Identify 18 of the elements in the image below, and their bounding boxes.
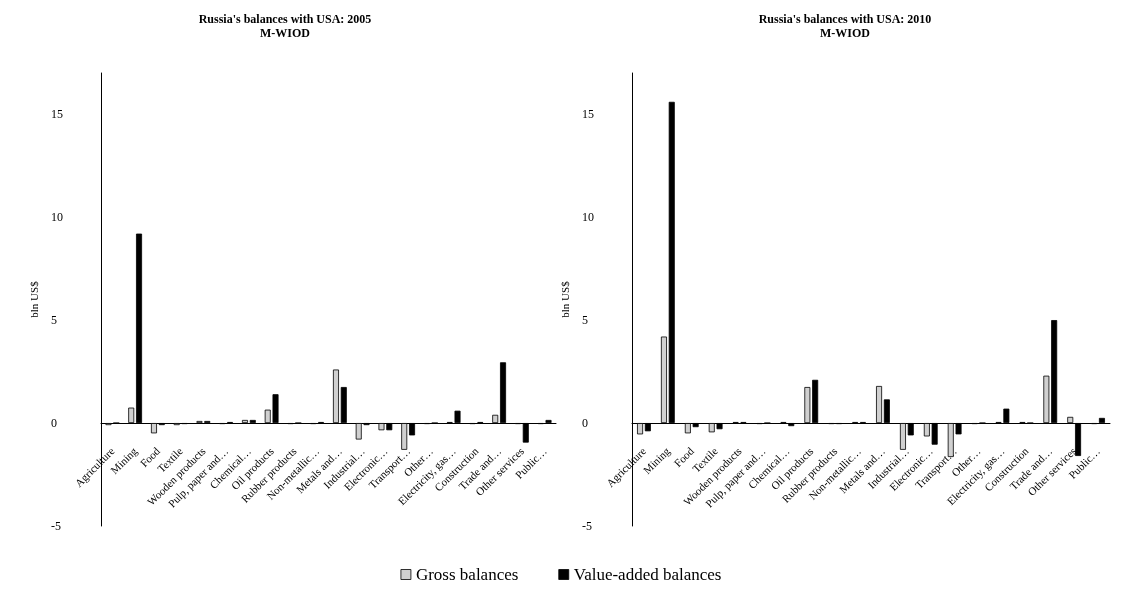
y-tick-label: 10 <box>582 210 594 225</box>
y-tick-label: 10 <box>51 210 63 225</box>
y-axis-title: bln US$ <box>558 280 571 318</box>
legend-label: Value-added balances <box>573 565 722 584</box>
y-tick-label: 0 <box>582 416 588 431</box>
y-tick-label: 15 <box>582 107 594 122</box>
y-tick-label: -5 <box>582 519 592 533</box>
y-tick-label: 5 <box>51 313 57 328</box>
legend-label: Gross balances <box>415 565 519 584</box>
chart-subtitle: M-WIOD <box>820 26 871 40</box>
y-tick-label: 15 <box>51 107 63 122</box>
chart-title: Russia's balances with USA: 2005 <box>198 12 372 26</box>
y-tick-label: -5 <box>51 519 61 533</box>
y-axis-title: bln US$ <box>27 280 40 318</box>
y-tick-label: 0 <box>51 416 57 431</box>
y-tick-label: 5 <box>582 313 588 328</box>
chart-title: Russia's balances with USA: 2010 <box>758 12 932 26</box>
chart-subtitle: M-WIOD <box>260 26 311 40</box>
